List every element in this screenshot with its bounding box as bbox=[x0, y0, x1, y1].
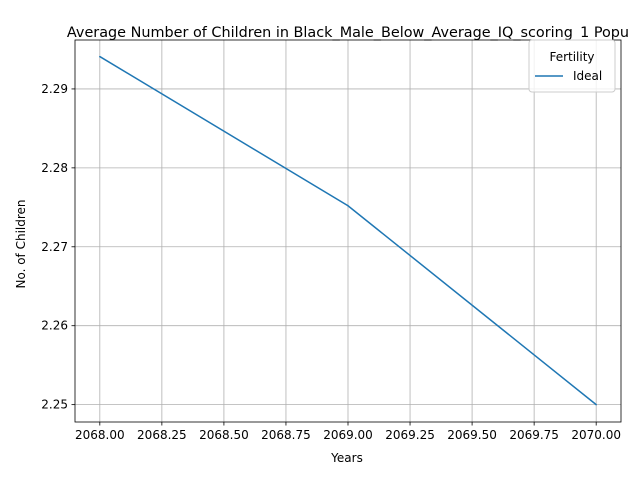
chart-title: Average Number of Children in Black_Male… bbox=[67, 25, 629, 41]
x-tick-label: 2068.25 bbox=[137, 428, 187, 442]
grid bbox=[75, 40, 621, 422]
axis-ticks: 2068.00 2068.25 2068.50 2068.75 2069.00 2069.… bbox=[41, 82, 621, 442]
legend-label-ideal: Ideal bbox=[573, 69, 602, 83]
x-tick-label: 2069.25 bbox=[385, 428, 435, 442]
series-layer bbox=[99, 55, 597, 406]
x-tick-label: 2068.75 bbox=[261, 428, 311, 442]
x-tick-label: 2068.00 bbox=[75, 428, 125, 442]
y-tick-label: 2.28 bbox=[41, 161, 68, 175]
y-tick-label: 2.27 bbox=[41, 240, 68, 254]
x-tick-label: 2068.50 bbox=[199, 428, 249, 442]
data-point bbox=[99, 55, 101, 58]
y-tick-label: 2.26 bbox=[41, 319, 68, 333]
x-axis-label: Years bbox=[330, 451, 363, 465]
legend-box bbox=[528, 39, 616, 93]
data-point bbox=[595, 403, 597, 406]
y-tick-label: 2.25 bbox=[41, 398, 68, 412]
legend: Fertility Ideal bbox=[528, 39, 616, 93]
x-tick-label: 2069.00 bbox=[323, 428, 373, 442]
y-axis-label: No. of Children bbox=[14, 199, 28, 288]
x-tick-label: 2070.00 bbox=[571, 428, 621, 442]
x-tick-label: 2069.50 bbox=[447, 428, 497, 442]
data-point bbox=[347, 204, 349, 207]
y-tick-label: 2.29 bbox=[41, 82, 68, 96]
x-tick-label: 2069.75 bbox=[509, 428, 559, 442]
legend-title: Fertility bbox=[549, 50, 594, 64]
